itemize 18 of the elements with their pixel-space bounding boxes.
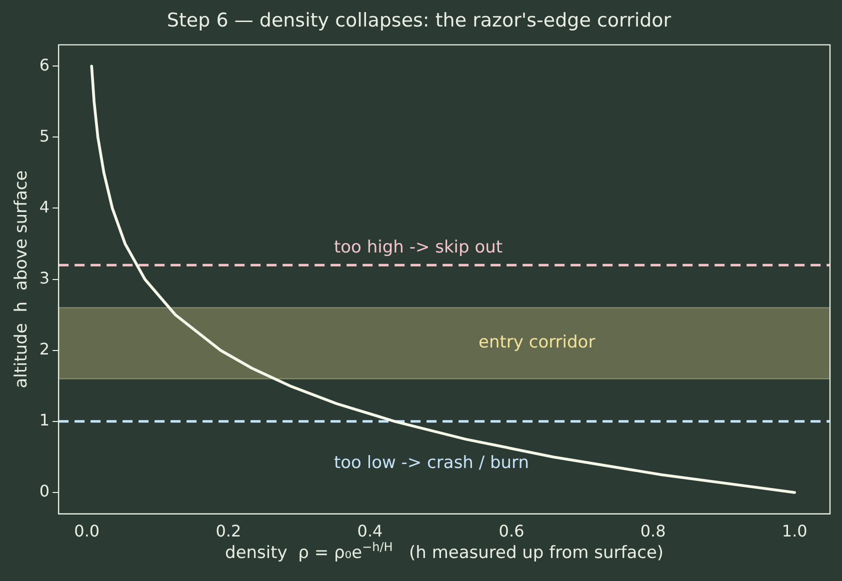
ref-line-label: too low -> crash / burn bbox=[334, 452, 530, 473]
y-tick-label: 6 bbox=[39, 55, 50, 74]
x-tick-label: 0.6 bbox=[498, 522, 524, 541]
y-tick-label: 3 bbox=[39, 268, 50, 288]
ref-line-label: too high -> skip out bbox=[334, 238, 503, 258]
x-tick-label: 0.4 bbox=[357, 522, 383, 541]
chart-title: Step 6 — density collapses: the razor's-edge corridor bbox=[166, 9, 672, 32]
band-label: entry corridor bbox=[478, 332, 596, 353]
y-tick-label: 1 bbox=[39, 410, 50, 430]
x-tick-label: 0.2 bbox=[216, 522, 242, 541]
x-tick-label: 0.0 bbox=[74, 522, 100, 541]
y-axis-title: altitude h above surface bbox=[12, 170, 32, 388]
y-tick-label: 4 bbox=[39, 197, 50, 216]
x-tick-label: 1.0 bbox=[782, 522, 808, 541]
x-tick-label: 0.8 bbox=[640, 522, 666, 541]
y-tick-label: 2 bbox=[39, 340, 50, 359]
y-tick-label: 0 bbox=[39, 482, 50, 501]
y-tick-label: 5 bbox=[39, 126, 50, 146]
